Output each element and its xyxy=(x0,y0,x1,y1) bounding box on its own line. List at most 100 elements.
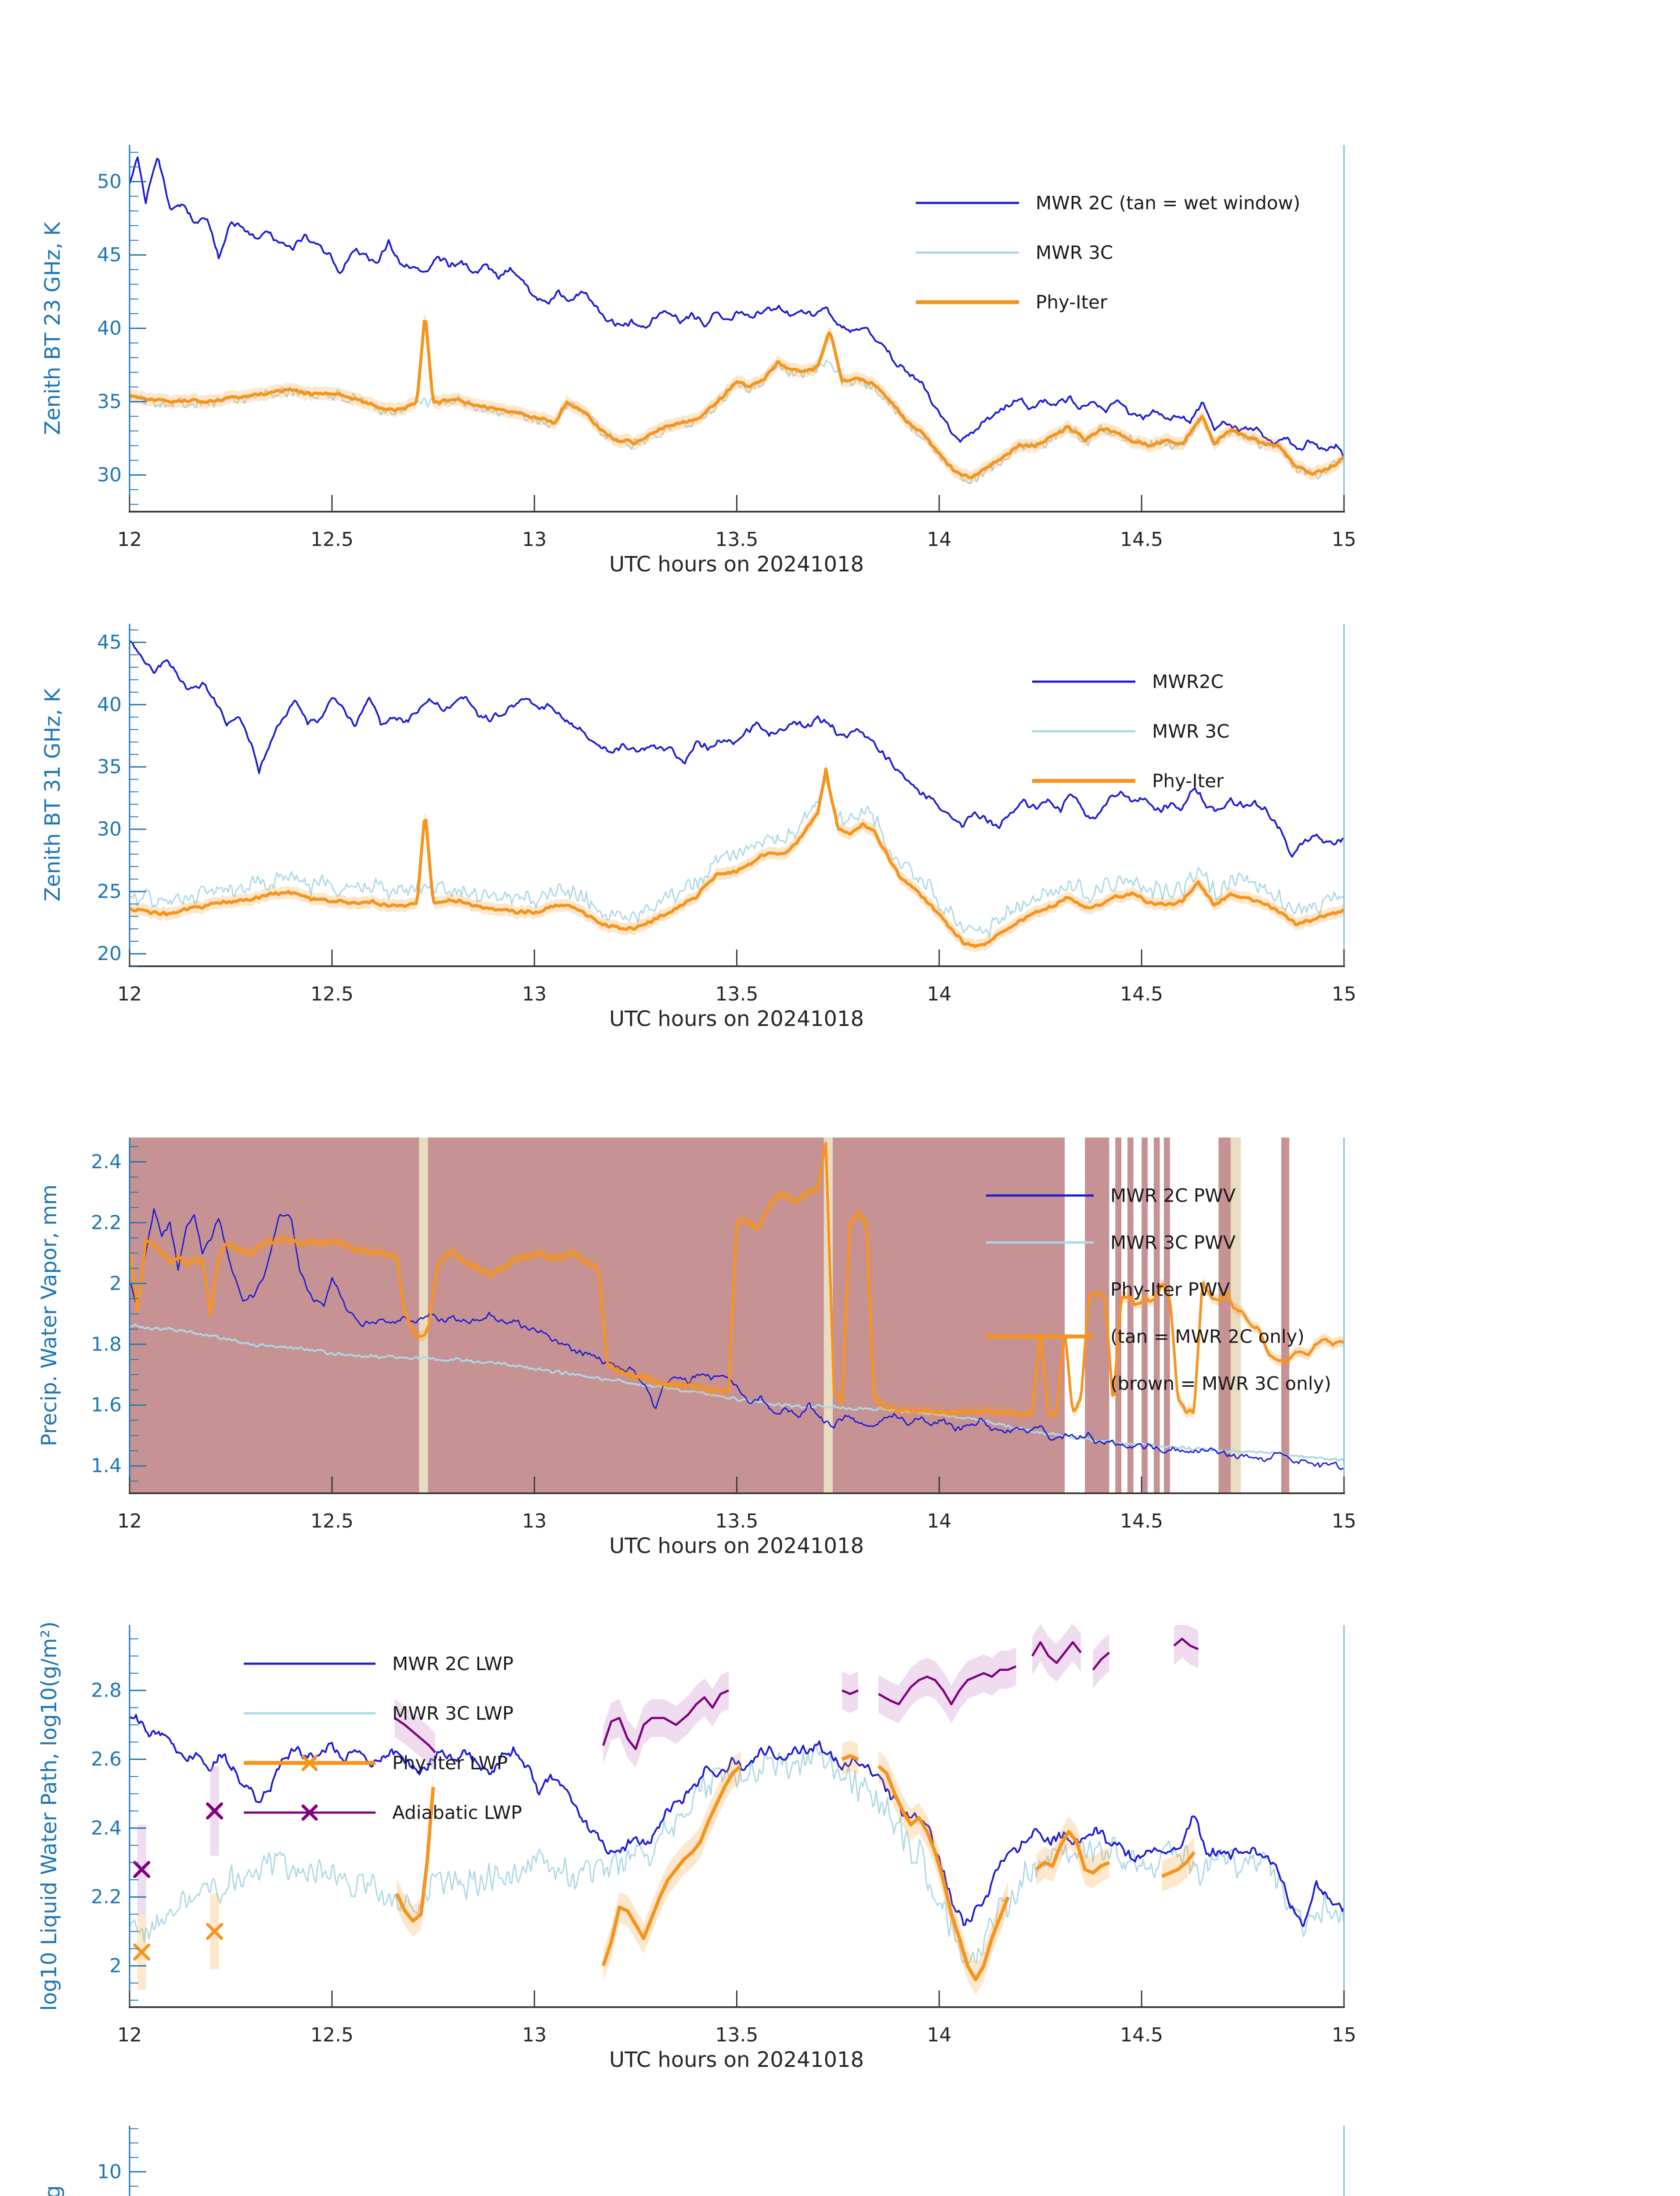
tick-label: 14 xyxy=(927,528,951,551)
line xyxy=(130,778,1344,938)
line xyxy=(130,1208,1344,1470)
tick-label: 12.5 xyxy=(311,983,354,1005)
tick-label: 15 xyxy=(1332,528,1356,551)
line xyxy=(130,640,1344,858)
band xyxy=(1163,1138,1170,1493)
legend-label: (brown = MWR 3C only) xyxy=(1110,1373,1331,1394)
error-band xyxy=(878,1647,1016,1723)
error-band xyxy=(842,1671,858,1713)
tick-label: 14 xyxy=(927,983,951,1005)
x-axis-label-3: UTC hours on 20241018 xyxy=(609,1534,864,1558)
tick-label: 35 xyxy=(97,390,122,413)
tick-label: 2.8 xyxy=(91,1679,122,1701)
tick-label: 30 xyxy=(97,818,122,841)
legend-label: MWR 2C PWV xyxy=(1110,1185,1236,1206)
error-band xyxy=(878,1751,1008,1995)
tick-label: 12 xyxy=(117,983,142,1005)
tick-label: 13.5 xyxy=(715,1510,759,1532)
series-phy-iter-lwp xyxy=(133,1740,1196,1995)
band xyxy=(824,1138,833,1493)
tick-label: 20 xyxy=(97,943,122,965)
line-segment xyxy=(1035,1830,1110,1875)
series-mwr2c xyxy=(130,640,1344,858)
axes-frame: 12 12.5 13 13.5 14 14.5 15 30 35 40 45 50 xyxy=(97,145,1356,551)
series-mwr-3c xyxy=(130,778,1344,938)
x-marker xyxy=(301,1755,318,1771)
legend-label: MWR2C xyxy=(1152,671,1224,693)
tick-label: 2.4 xyxy=(91,1151,122,1173)
band xyxy=(1142,1138,1148,1493)
legend-label: Adiabatic LWP xyxy=(392,1802,522,1824)
line-segment xyxy=(1173,1637,1199,1651)
line-segment xyxy=(602,1689,730,1750)
band xyxy=(1230,1138,1241,1493)
error-band xyxy=(1162,1837,1194,1892)
x-marker xyxy=(133,1860,151,1878)
error-band xyxy=(1036,1816,1109,1889)
legend-label: MWR 2C LWP xyxy=(392,1653,513,1675)
y-axis-label-dqflag: MWR Phy Iter DQ Flag xyxy=(40,2185,65,2196)
band xyxy=(1281,1138,1290,1493)
band xyxy=(1115,1138,1122,1493)
tick-label: 14.5 xyxy=(1120,2024,1163,2046)
line-segment xyxy=(877,1765,1010,1982)
subplot-3: 12 12.5 13 13.5 14 14.5 15 1.4 1.6 1.8 2 2.2 2.4 MWR … xyxy=(91,1138,1356,1532)
axes-frame: 12 12.5 13 13.5 14 14.5 15 1.4 1.6 1.8 2 2.2 2.4 xyxy=(91,1138,1356,1532)
tick-label: 12.5 xyxy=(311,2024,354,2046)
tick-label: 13 xyxy=(522,983,547,1005)
tick-label: 14.5 xyxy=(1120,528,1163,551)
tick-label: 30 xyxy=(97,464,122,486)
line xyxy=(130,1743,1344,1965)
x-marker xyxy=(301,1804,318,1821)
tick-label: 13 xyxy=(522,1510,547,1532)
tick-label: 2.4 xyxy=(91,1817,122,1839)
legend: MWR 2C PWV MWR 3C PWV Phy-Iter PWV (tan = M… xyxy=(986,1185,1331,1394)
band xyxy=(1153,1138,1160,1493)
tick-label: 40 xyxy=(97,693,122,716)
x-marker xyxy=(206,1923,224,1940)
axes-frame: 12 12.5 13 13.5 14 14.5 15 2 2.2 2.4 2.6 2.8 xyxy=(91,1625,1356,2046)
legend-label: MWR 3C PWV xyxy=(1110,1232,1236,1253)
line-segment xyxy=(394,1717,436,1753)
line xyxy=(130,1714,1344,1927)
y-axis-label-pwv: Precip. Water Vapor, mm xyxy=(37,1184,61,1447)
subplot-4: 12 12.5 13 13.5 14 14.5 15 2 2.2 2.4 2.6 2.8 MWR 2C … xyxy=(91,1625,1356,2046)
legend-label: MWR 3C xyxy=(1152,721,1229,742)
error-band xyxy=(1032,1625,1081,1682)
x-marker xyxy=(206,1802,224,1820)
legend-label: MWR 3C LWP xyxy=(392,1703,513,1724)
series-adiabatic-lwp xyxy=(133,1625,1199,1914)
legend-label: MWR 2C (tan = wet window) xyxy=(1036,192,1301,214)
tick-label: 15 xyxy=(1332,2024,1356,2046)
tick-label: 15 xyxy=(1332,1510,1356,1532)
legend-label: Phy-Iter xyxy=(1036,292,1108,313)
tick-label: 2.6 xyxy=(91,1748,122,1770)
tick-label: 2.2 xyxy=(91,1886,122,1908)
tick-label: 45 xyxy=(97,244,122,266)
tick-label: 14 xyxy=(927,1510,951,1532)
y-axis-label-bt23: Zenith BT 23 GHz, K xyxy=(40,222,65,435)
tick-label: 40 xyxy=(97,317,122,340)
series-mwr-3c-lwp xyxy=(130,1743,1344,1965)
line-segment xyxy=(842,1689,859,1695)
x-marker xyxy=(133,1943,151,1961)
tick-label: 2.2 xyxy=(91,1211,122,1234)
x-axis-label-2: UTC hours on 20241018 xyxy=(609,1007,864,1031)
error-band xyxy=(130,762,1344,953)
error-band xyxy=(1174,1625,1199,1668)
wet-window-bands xyxy=(130,1138,1290,1493)
line-segment xyxy=(395,1787,435,1923)
tick-label: 12 xyxy=(117,2024,142,2046)
y-axis-label-bt31: Zenith BT 31 GHz, K xyxy=(40,688,65,902)
series-phy-iter-pwv xyxy=(130,1138,1344,1422)
x-axis-label-4: UTC hours on 20241018 xyxy=(609,2048,864,2072)
tick-label: 13.5 xyxy=(715,2024,759,2046)
tick-label: 1.4 xyxy=(91,1455,122,1477)
tick-label: 2 xyxy=(109,1954,122,1977)
legend: MWR 2C LWP MWR 3C LWP Phy-Iter LWP Adiabati… xyxy=(244,1653,522,1824)
error-band xyxy=(603,1751,741,1982)
tick-label: 14.5 xyxy=(1120,1510,1163,1532)
legend-label: (tan = MWR 2C only) xyxy=(1110,1326,1304,1347)
